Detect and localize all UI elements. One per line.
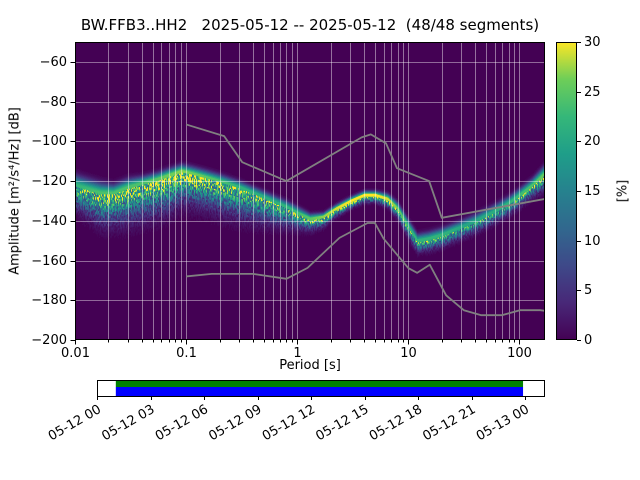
colorbar-label: [%] xyxy=(615,179,631,203)
y-axis-label: Amplitude [m²/s⁴/Hz] [dB] xyxy=(7,107,23,275)
chart-title: BW.FFB3..HH2 2025-05-12 -- 2025-05-12 (4… xyxy=(80,16,540,34)
x-axis-label: Period [s] xyxy=(279,358,341,373)
